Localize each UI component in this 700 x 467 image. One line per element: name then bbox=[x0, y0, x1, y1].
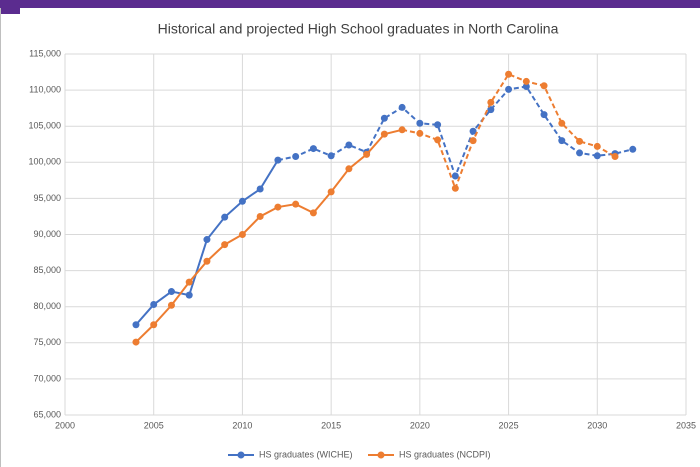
point bbox=[487, 98, 495, 106]
point bbox=[540, 82, 548, 90]
y-tick-label: 90,000 bbox=[33, 229, 61, 239]
point bbox=[203, 236, 211, 244]
point bbox=[221, 241, 229, 249]
point bbox=[558, 137, 566, 145]
point bbox=[540, 111, 548, 119]
point bbox=[274, 156, 282, 164]
point bbox=[451, 172, 459, 180]
point bbox=[593, 152, 601, 160]
point bbox=[398, 126, 406, 134]
point bbox=[167, 288, 175, 296]
x-tick-label: 2030 bbox=[587, 420, 607, 430]
point bbox=[238, 197, 246, 205]
y-tick-label: 65,000 bbox=[33, 409, 61, 419]
point bbox=[256, 212, 264, 220]
y-tick-label: 115,000 bbox=[29, 48, 61, 58]
line-solid bbox=[135, 128, 403, 343]
point bbox=[522, 82, 530, 90]
x-tick-label: 2005 bbox=[144, 420, 164, 430]
x-tick-label: 2000 bbox=[55, 420, 75, 430]
point bbox=[132, 338, 140, 346]
point bbox=[522, 77, 530, 85]
y-tick-label: 105,000 bbox=[28, 121, 61, 131]
point bbox=[309, 209, 317, 217]
x-tick-label: 2020 bbox=[410, 420, 430, 430]
point bbox=[256, 185, 264, 193]
point bbox=[469, 127, 477, 135]
y-tick-label: 80,000 bbox=[33, 301, 61, 311]
legend-marker bbox=[377, 451, 385, 459]
top-bar-notch bbox=[0, 8, 20, 14]
y-tick-label: 95,000 bbox=[33, 193, 61, 203]
point bbox=[185, 278, 193, 286]
point bbox=[221, 213, 229, 221]
point bbox=[629, 145, 637, 153]
point bbox=[380, 130, 388, 138]
point bbox=[345, 141, 353, 149]
point bbox=[505, 85, 513, 93]
point bbox=[292, 200, 300, 208]
y-tick-label: 70,000 bbox=[33, 373, 61, 383]
point bbox=[469, 137, 477, 145]
y-tick-label: 110,000 bbox=[29, 84, 61, 94]
point bbox=[558, 119, 566, 127]
point bbox=[593, 142, 601, 150]
point bbox=[132, 321, 140, 329]
point bbox=[327, 152, 335, 160]
point bbox=[434, 136, 442, 144]
point bbox=[345, 165, 353, 173]
y-tick-label: 85,000 bbox=[33, 265, 61, 275]
chart-title: Historical and projected High School gra… bbox=[158, 21, 559, 37]
point bbox=[309, 145, 317, 153]
point bbox=[185, 291, 193, 299]
point bbox=[150, 321, 158, 329]
point bbox=[434, 121, 442, 129]
legend-label: HS graduates (NCDPI) bbox=[399, 449, 491, 459]
x-tick-label: 2025 bbox=[499, 420, 519, 430]
point bbox=[611, 153, 619, 161]
x-tick-label: 2015 bbox=[321, 420, 341, 430]
y-tick-label: 100,000 bbox=[28, 157, 61, 167]
point bbox=[167, 301, 175, 309]
point bbox=[505, 70, 513, 78]
point bbox=[451, 184, 459, 192]
point bbox=[487, 106, 495, 114]
point bbox=[292, 153, 300, 161]
top-bar bbox=[0, 0, 700, 8]
y-tick-label: 75,000 bbox=[33, 337, 61, 347]
point bbox=[274, 203, 282, 211]
point bbox=[363, 150, 371, 158]
point bbox=[416, 129, 424, 137]
legend-marker bbox=[237, 451, 245, 459]
point bbox=[327, 188, 335, 196]
legend-label: HS graduates (WICHE) bbox=[259, 449, 353, 459]
point bbox=[380, 114, 388, 122]
point bbox=[150, 301, 158, 309]
point bbox=[203, 257, 211, 265]
point bbox=[398, 103, 406, 111]
point bbox=[416, 119, 424, 127]
x-tick-label: 2010 bbox=[232, 420, 252, 430]
point bbox=[238, 231, 246, 238]
x-tick-label: 2035 bbox=[676, 420, 696, 430]
point bbox=[576, 137, 584, 145]
point bbox=[576, 149, 584, 157]
